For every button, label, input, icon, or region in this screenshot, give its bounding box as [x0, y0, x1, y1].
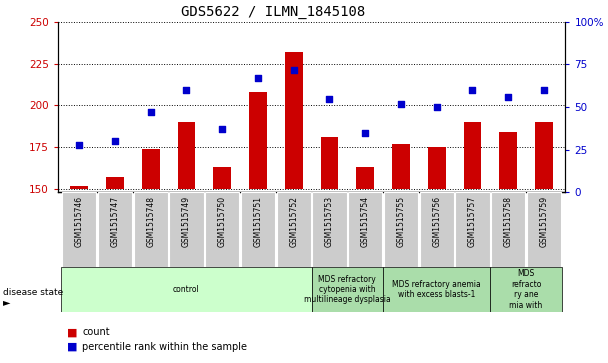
Point	[253, 75, 263, 81]
Point	[289, 67, 299, 73]
Bar	[71, 186, 88, 189]
Bar	[348, 192, 382, 267]
Bar	[491, 267, 562, 312]
Bar	[62, 192, 97, 267]
Bar	[392, 144, 410, 189]
Text: GDS5622 / ILMN_1845108: GDS5622 / ILMN_1845108	[181, 5, 366, 20]
Point	[110, 138, 120, 144]
Text: control: control	[173, 285, 200, 294]
Text: GSM1515748: GSM1515748	[146, 196, 155, 247]
Bar	[527, 192, 561, 267]
Bar	[241, 192, 275, 267]
Bar	[535, 122, 553, 189]
Bar	[455, 192, 489, 267]
Bar	[142, 149, 160, 189]
Bar	[320, 137, 339, 189]
Bar	[106, 178, 124, 189]
Bar	[134, 192, 168, 267]
Text: disease state: disease state	[3, 288, 63, 297]
Text: GSM1515747: GSM1515747	[111, 196, 119, 247]
Point	[432, 104, 441, 110]
Text: GSM1515750: GSM1515750	[218, 196, 227, 247]
Text: MDS refractory
cytopenia with
multilineage dysplasia: MDS refractory cytopenia with multilinea…	[304, 274, 391, 305]
Bar	[285, 52, 303, 189]
Text: MDS
refracto
ry ane
mia with: MDS refracto ry ane mia with	[510, 269, 543, 310]
Text: GSM1515759: GSM1515759	[539, 196, 548, 247]
Point	[182, 87, 192, 93]
Text: GSM1515754: GSM1515754	[361, 196, 370, 247]
Bar	[499, 132, 517, 189]
Text: GSM1515757: GSM1515757	[468, 196, 477, 247]
Text: GSM1515746: GSM1515746	[75, 196, 84, 247]
Bar	[356, 167, 374, 189]
Point	[74, 142, 84, 147]
Point	[325, 96, 334, 102]
Text: ►: ►	[3, 297, 10, 307]
Bar	[178, 122, 195, 189]
Point	[468, 87, 477, 93]
Bar	[169, 192, 204, 267]
Bar	[277, 192, 311, 267]
Text: percentile rank within the sample: percentile rank within the sample	[82, 342, 247, 352]
Bar	[463, 122, 482, 189]
Text: GSM1515756: GSM1515756	[432, 196, 441, 247]
Text: ■: ■	[67, 342, 77, 352]
Bar	[311, 267, 383, 312]
Bar	[313, 192, 347, 267]
Text: GSM1515755: GSM1515755	[396, 196, 406, 247]
Text: GSM1515758: GSM1515758	[504, 196, 513, 247]
Text: MDS refractory anemia
with excess blasts-1: MDS refractory anemia with excess blasts…	[392, 280, 481, 299]
Bar	[249, 92, 267, 189]
Point	[217, 126, 227, 132]
Bar	[98, 192, 132, 267]
Text: count: count	[82, 327, 109, 337]
Bar	[420, 192, 454, 267]
Text: GSM1515753: GSM1515753	[325, 196, 334, 247]
Bar	[213, 167, 231, 189]
Point	[146, 109, 156, 115]
Bar	[61, 267, 311, 312]
Text: GSM1515752: GSM1515752	[289, 196, 298, 247]
Text: GSM1515751: GSM1515751	[254, 196, 263, 247]
Point	[361, 130, 370, 136]
Point	[539, 87, 549, 93]
Bar	[428, 147, 446, 189]
Text: ■: ■	[67, 327, 77, 337]
Bar	[383, 267, 491, 312]
Bar	[205, 192, 240, 267]
Point	[396, 101, 406, 107]
Point	[503, 94, 513, 100]
Bar	[491, 192, 525, 267]
Text: GSM1515749: GSM1515749	[182, 196, 191, 247]
Bar	[384, 192, 418, 267]
